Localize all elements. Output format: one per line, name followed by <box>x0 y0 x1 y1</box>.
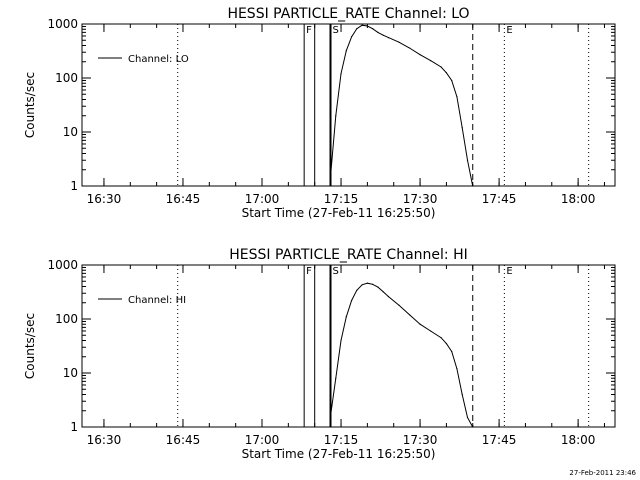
data-point <box>430 330 432 332</box>
event-marker-label: S <box>332 266 338 277</box>
x-tick-label: 16:45 <box>166 192 201 206</box>
data-point <box>361 284 363 286</box>
x-tick-label: 18:00 <box>561 433 596 447</box>
data-point <box>398 41 400 43</box>
data-point <box>382 34 384 36</box>
data-point <box>340 339 342 342</box>
x-axis-label: Start Time (27-Feb-11 16:25:50) <box>242 206 436 220</box>
x-tick-label: 17:15 <box>324 192 359 206</box>
x-tick-label: 17:45 <box>482 433 517 447</box>
x-tick-label: 17:30 <box>403 433 438 447</box>
chart-panel-1: HESSI PARTICLE_RATE Channel: HI 1 10 100 100… <box>23 247 616 461</box>
data-point <box>398 304 400 306</box>
event-marker-label: F <box>306 266 312 277</box>
x-tick-label: 16:45 <box>166 433 201 447</box>
data-point <box>387 295 390 298</box>
x-tick-label: 18:00 <box>561 192 596 206</box>
x-tick-label: 17:15 <box>324 433 359 447</box>
data-point <box>366 282 368 284</box>
data-point <box>440 66 442 68</box>
data-point <box>382 291 384 293</box>
x-tick-label: 17:00 <box>245 433 280 447</box>
x-tick-label: 16:30 <box>87 192 122 206</box>
data-point <box>456 96 458 98</box>
data-point <box>472 426 474 428</box>
event-marker-label: E <box>506 25 512 36</box>
x-tick-label: 17:00 <box>245 192 280 206</box>
data-point <box>419 323 421 325</box>
y-tick-label: 1 <box>70 179 78 193</box>
data-point <box>377 286 379 288</box>
data-point <box>329 415 332 417</box>
data-point <box>445 72 448 74</box>
timestamp-label: 27-Feb-2011 23:46 <box>569 469 636 477</box>
y-tick-label: 100 <box>55 312 78 326</box>
data-point <box>350 36 353 38</box>
data-point <box>466 416 469 419</box>
chart-title: HESSI PARTICLE_RATE Channel: LO <box>227 6 469 22</box>
data-point <box>329 175 332 178</box>
y-tick-label: 1 <box>70 420 78 434</box>
x-tick-label: 16:30 <box>87 433 122 447</box>
chart-panel-0: HESSI PARTICLE_RATE Channel: LO 1 10 100 100… <box>23 6 616 220</box>
data-point <box>335 115 337 117</box>
data-point <box>366 25 368 27</box>
x-tick-label: 17:30 <box>403 192 438 206</box>
data-point <box>430 60 432 62</box>
data-point <box>456 368 458 370</box>
y-axis-label: Counts/sec <box>23 313 37 379</box>
data-point <box>451 79 453 82</box>
series-line <box>330 282 474 428</box>
data-point <box>461 127 463 129</box>
plot-frame <box>81 23 616 187</box>
data-point <box>408 47 411 49</box>
event-marker-label: S <box>332 25 338 36</box>
event-marker-label: F <box>306 25 312 36</box>
data-point <box>419 54 421 56</box>
y-tick-label: 1000 <box>47 258 78 272</box>
event-marker-label: E <box>506 266 512 277</box>
data-point <box>408 314 411 316</box>
data-point <box>440 337 442 339</box>
y-tick-label: 1000 <box>47 17 78 31</box>
data-point <box>350 299 353 302</box>
data-point <box>466 159 469 161</box>
data-point <box>345 316 347 318</box>
x-axis-label: Start Time (27-Feb-11 16:25:50) <box>242 447 436 461</box>
y-tick-label: 10 <box>63 366 78 380</box>
legend-label: Channel: LO <box>128 54 189 65</box>
plot-frame <box>81 264 616 428</box>
data-point <box>387 36 390 39</box>
data-point <box>340 73 342 75</box>
y-tick-label: 10 <box>63 125 78 139</box>
data-point <box>472 185 474 187</box>
data-point <box>356 289 358 291</box>
data-point <box>356 28 358 30</box>
data-point <box>361 24 363 26</box>
data-point <box>345 50 347 52</box>
x-tick-label: 17:45 <box>482 192 517 206</box>
series-line <box>330 24 474 187</box>
y-axis-label: Counts/sec <box>23 72 37 138</box>
y-tick-label: 100 <box>55 71 78 85</box>
data-point <box>461 393 463 396</box>
chart-title: HESSI PARTICLE_RATE Channel: HI <box>229 247 467 263</box>
data-point <box>372 283 374 285</box>
data-point <box>445 343 448 345</box>
data-point <box>377 31 379 33</box>
legend-label: Channel: HI <box>128 295 186 306</box>
data-point <box>372 28 374 30</box>
data-point <box>335 377 337 379</box>
data-point <box>451 350 453 353</box>
